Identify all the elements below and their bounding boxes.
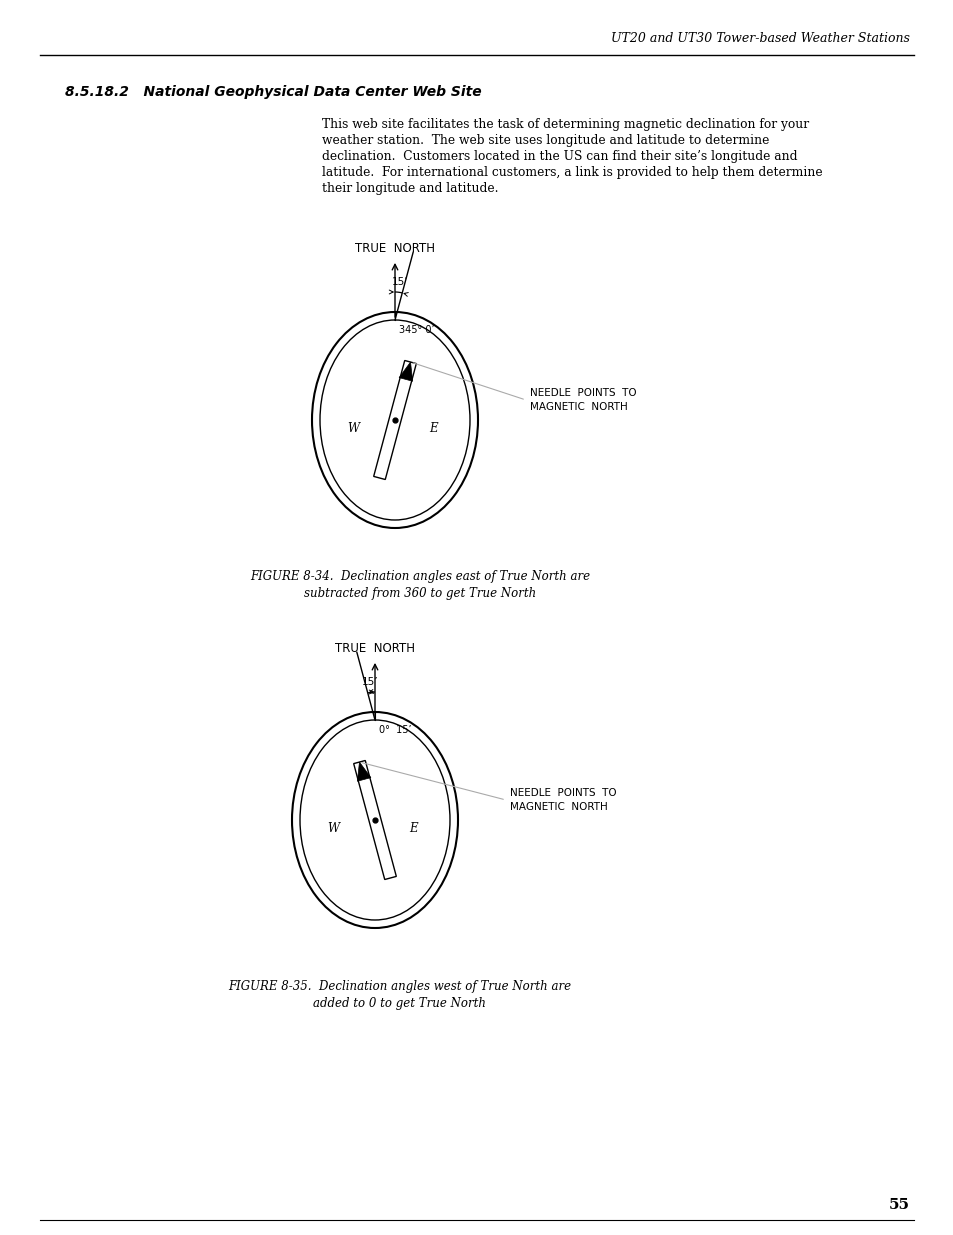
Text: 15’: 15’ xyxy=(392,278,408,288)
Text: their longitude and latitude.: their longitude and latitude. xyxy=(322,182,498,195)
Text: FIGURE 8-34.  Declination angles east of True North are: FIGURE 8-34. Declination angles east of … xyxy=(250,571,590,583)
Text: TRUE  NORTH: TRUE NORTH xyxy=(355,242,435,254)
Text: subtracted from 360 to get True North: subtracted from 360 to get True North xyxy=(304,587,536,600)
Text: 0°  15’: 0° 15’ xyxy=(378,725,411,735)
Text: TRUE  NORTH: TRUE NORTH xyxy=(335,642,415,655)
Text: 345° 0’: 345° 0’ xyxy=(398,325,435,335)
Text: 55: 55 xyxy=(888,1198,909,1212)
Text: E: E xyxy=(408,821,416,835)
Polygon shape xyxy=(357,762,371,782)
Text: 15’: 15’ xyxy=(361,677,378,688)
Text: E: E xyxy=(428,421,436,435)
Text: W: W xyxy=(347,421,358,435)
Text: latitude.  For international customers, a link is provided to help them determin: latitude. For international customers, a… xyxy=(322,165,821,179)
Text: added to 0 to get True North: added to 0 to get True North xyxy=(314,997,486,1010)
Text: This web site facilitates the task of determining magnetic declination for your: This web site facilitates the task of de… xyxy=(322,119,808,131)
Text: UT20 and UT30 Tower-based Weather Stations: UT20 and UT30 Tower-based Weather Statio… xyxy=(611,32,909,44)
Text: 8.5.18.2   National Geophysical Data Center Web Site: 8.5.18.2 National Geophysical Data Cente… xyxy=(65,85,481,99)
Polygon shape xyxy=(354,761,395,879)
Polygon shape xyxy=(398,362,413,382)
Polygon shape xyxy=(374,361,416,479)
Text: weather station.  The web site uses longitude and latitude to determine: weather station. The web site uses longi… xyxy=(322,135,768,147)
Text: declination.  Customers located in the US can find their site’s longitude and: declination. Customers located in the US… xyxy=(322,149,797,163)
Text: NEEDLE  POINTS  TO
MAGNETIC  NORTH: NEEDLE POINTS TO MAGNETIC NORTH xyxy=(530,388,636,412)
Text: NEEDLE  POINTS  TO
MAGNETIC  NORTH: NEEDLE POINTS TO MAGNETIC NORTH xyxy=(510,788,616,813)
Text: W: W xyxy=(327,821,338,835)
Text: FIGURE 8-35.  Declination angles west of True North are: FIGURE 8-35. Declination angles west of … xyxy=(228,981,571,993)
